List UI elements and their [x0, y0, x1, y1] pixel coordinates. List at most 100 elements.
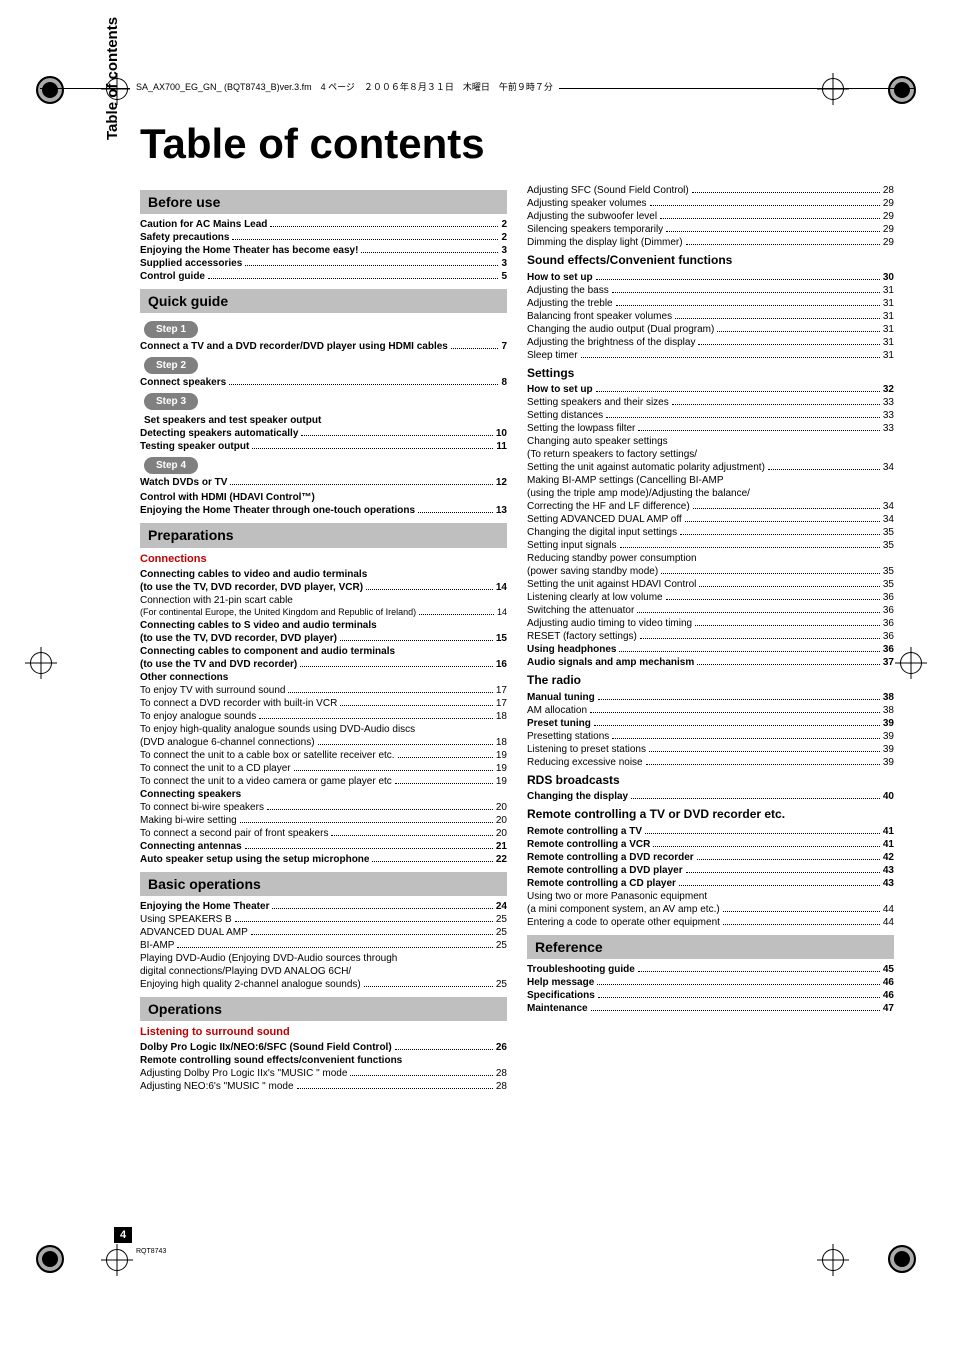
step-2-pill: Step 2	[144, 357, 198, 374]
toc-label: Entering a code to operate other equipme…	[527, 916, 720, 929]
toc-page: 29	[883, 236, 894, 249]
toc-label: Enjoying the Home Theater	[140, 900, 269, 913]
toc-page: 38	[883, 691, 894, 704]
toc-page: 40	[883, 790, 894, 803]
toc-leader-dots	[297, 1088, 493, 1089]
toc-label: digital connections/Playing DVD ANALOG 6…	[140, 965, 351, 978]
toc-leader-dots	[364, 986, 493, 987]
toc-leader-dots	[598, 699, 880, 700]
toc-leader-dots	[301, 435, 492, 436]
toc-label: (to use the TV and DVD recorder)	[140, 658, 297, 671]
toc-label: Enjoying the Home Theater has become eas…	[140, 244, 358, 257]
toc-row: (using the triple amp mode)/Adjusting th…	[527, 487, 894, 500]
toc-label: Changing auto speaker settings	[527, 435, 668, 448]
toc-page: 24	[496, 900, 507, 913]
toc-label: Adjusting speaker volumes	[527, 197, 647, 210]
toc-label: To enjoy TV with surround sound	[140, 684, 285, 697]
toc-row: Adjusting speaker volumes 29	[527, 197, 894, 210]
toc-row: Supplied accessories3	[140, 257, 507, 270]
toc-page: 39	[883, 730, 894, 743]
toc-row: Connecting antennas21	[140, 840, 507, 853]
toc-leader-dots	[653, 846, 880, 847]
toc-row: Troubleshooting guide45	[527, 963, 894, 976]
toc-leader-dots	[631, 798, 880, 799]
toc-page: 20	[496, 814, 507, 827]
toc-row: Setting distances33	[527, 409, 894, 422]
step-3-pill: Step 3	[144, 393, 198, 410]
toc-page: 44	[883, 903, 894, 916]
toc-leader-dots	[679, 885, 880, 886]
toc-row: Enjoying the Home Theater through one-to…	[140, 504, 507, 517]
step-1-pill: Step 1	[144, 321, 198, 338]
toc-leader-dots	[350, 1075, 492, 1076]
toc-row: Setting speakers and their sizes33	[527, 396, 894, 409]
toc-label: ADVANCED DUAL AMP	[140, 926, 248, 939]
toc-label: To connect bi-wire speakers	[140, 801, 264, 814]
toc-leader-dots	[672, 404, 880, 405]
toc-row: Using two or more Panasonic equipment	[527, 890, 894, 903]
toc-row: Adjusting SFC (Sound Field Control)28	[527, 184, 894, 197]
toc-leader-dots	[620, 547, 880, 548]
toc-leader-dots	[638, 971, 880, 972]
toc-leader-dots	[768, 469, 880, 470]
toc-page: 19	[496, 775, 507, 788]
toc-page: 29	[883, 197, 894, 210]
toc-page: 34	[883, 461, 894, 474]
toc-row: Help message46	[527, 976, 894, 989]
toc-label: Reducing excessive noise	[527, 756, 643, 769]
toc-label: Enjoying the Home Theater through one-to…	[140, 504, 415, 517]
toc-row: Specifications46	[527, 989, 894, 1002]
toc-page: 39	[883, 756, 894, 769]
toc-page: 47	[883, 1002, 894, 1015]
toc-page: 5	[501, 270, 507, 283]
toc-label: Connecting cables to video and audio ter…	[140, 568, 367, 581]
toc-leader-dots	[638, 430, 879, 431]
remote-heading: Remote controlling a TV or DVD recorder …	[527, 807, 894, 823]
toc-label: Adjusting SFC (Sound Field Control)	[527, 184, 689, 197]
toc-page: 41	[883, 825, 894, 838]
doc-code: RQT8743	[136, 1248, 166, 1255]
toc-row: Connecting cables to S video and audio t…	[140, 619, 507, 632]
crop-mark-bl	[36, 1245, 64, 1273]
toc-row: Detecting speakers automatically10	[140, 427, 507, 440]
toc-label: Reducing standby power consumption	[527, 552, 697, 565]
toc-label: Auto speaker setup using the setup micro…	[140, 853, 369, 866]
toc-leader-dots	[666, 231, 880, 232]
toc-leader-dots	[597, 984, 880, 985]
toc-leader-dots	[650, 205, 880, 206]
toc-leader-dots	[398, 757, 493, 758]
toc-page: 34	[883, 500, 894, 513]
toc-label: Playing DVD-Audio (Enjoying DVD-Audio so…	[140, 952, 397, 965]
toc-page: 28	[496, 1067, 507, 1080]
toc-page: 32	[883, 383, 894, 396]
toc-row: (a mini component system, an AV amp etc.…	[527, 903, 894, 916]
toc-page: 46	[883, 989, 894, 1002]
toc-row: Connecting cables to video and audio ter…	[140, 568, 507, 581]
toc-leader-dots	[252, 448, 493, 449]
sound-effects-heading: Sound effects/Convenient functions	[527, 253, 894, 269]
toc-page: 3	[501, 244, 507, 257]
toc-row: digital connections/Playing DVD ANALOG 6…	[140, 965, 507, 978]
toc-leader-dots	[685, 521, 880, 522]
toc-leader-dots	[177, 947, 492, 948]
toc-label: Watch DVDs or TV	[140, 476, 227, 489]
toc-label: Listening clearly at low volume	[527, 591, 663, 604]
toc-leader-dots	[208, 278, 498, 279]
toc-row: Presetting stations39	[527, 730, 894, 743]
toc-row: Remote controlling a CD player43	[527, 877, 894, 890]
toc-leader-dots	[686, 872, 880, 873]
toc-row: Safety precautions2	[140, 231, 507, 244]
toc-label: Remote controlling sound effects/conveni…	[140, 1054, 402, 1067]
toc-row: Adjusting the subwoofer level29	[527, 210, 894, 223]
toc-row: Watch DVDs or TV12	[140, 476, 507, 489]
toc-label: Setting input signals	[527, 539, 617, 552]
toc-label: Silencing speakers temporarily	[527, 223, 663, 236]
toc-leader-dots	[616, 305, 880, 306]
toc-label: Maintenance	[527, 1002, 588, 1015]
step3-heading: Set speakers and test speaker output	[144, 414, 507, 427]
toc-page: 44	[883, 916, 894, 929]
toc-row: Maintenance 47	[527, 1002, 894, 1015]
toc-row: Connecting cables to component and audio…	[140, 645, 507, 658]
toc-row: Listening clearly at low volume 36	[527, 591, 894, 604]
toc-page: 36	[883, 591, 894, 604]
